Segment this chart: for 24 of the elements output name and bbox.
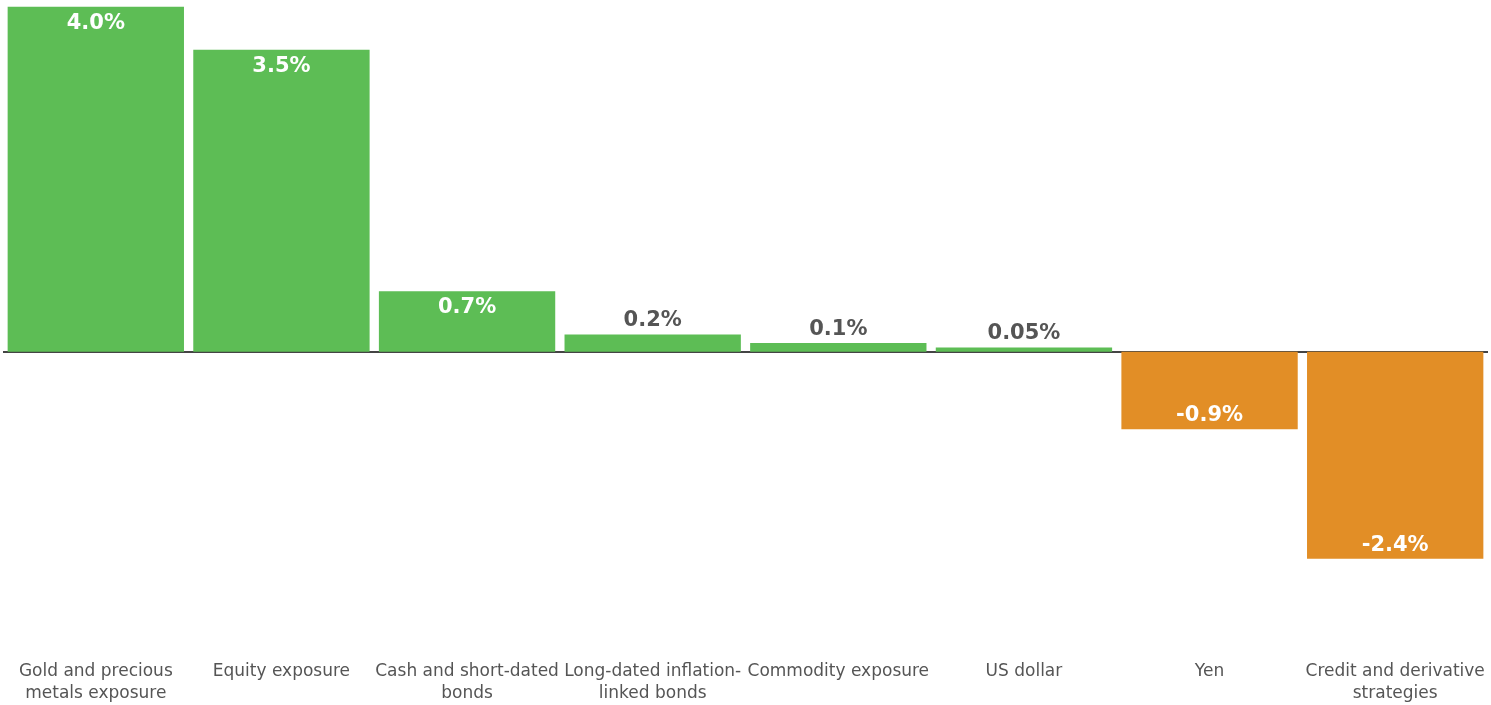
x-tick-label: Cash and short-dated bonds: [375, 660, 559, 703]
bar: [1121, 351, 1298, 430]
bar: [1307, 351, 1484, 559]
data-label: -0.9%: [1176, 402, 1244, 427]
bar: [378, 291, 556, 352]
x-tick-label: Yen: [1193, 660, 1225, 680]
bar: [7, 6, 184, 352]
bar: [750, 343, 927, 352]
x-tick-label: US dollar: [985, 660, 1063, 680]
bar: [564, 334, 741, 352]
x-tick-label: Gold and precious metals exposure: [18, 660, 173, 703]
x-tick-label: Credit and derivative strategies: [1305, 660, 1485, 703]
data-label: -2.4%: [1361, 531, 1429, 556]
data-label: 0.1%: [809, 316, 868, 341]
bar: [193, 49, 370, 352]
data-label: 0.7%: [437, 294, 497, 319]
data-label: 3.5%: [252, 52, 311, 77]
bar: [935, 347, 1113, 352]
data-label: 4.0%: [66, 9, 125, 34]
x-tick-label: Equity exposure: [212, 660, 351, 680]
x-tick-label: Long-dated inflation-linked bonds: [564, 660, 742, 703]
x-tick-label: Commodity exposure: [747, 660, 930, 680]
data-label: 0.05%: [987, 320, 1061, 345]
data-label: 0.2%: [623, 307, 682, 332]
